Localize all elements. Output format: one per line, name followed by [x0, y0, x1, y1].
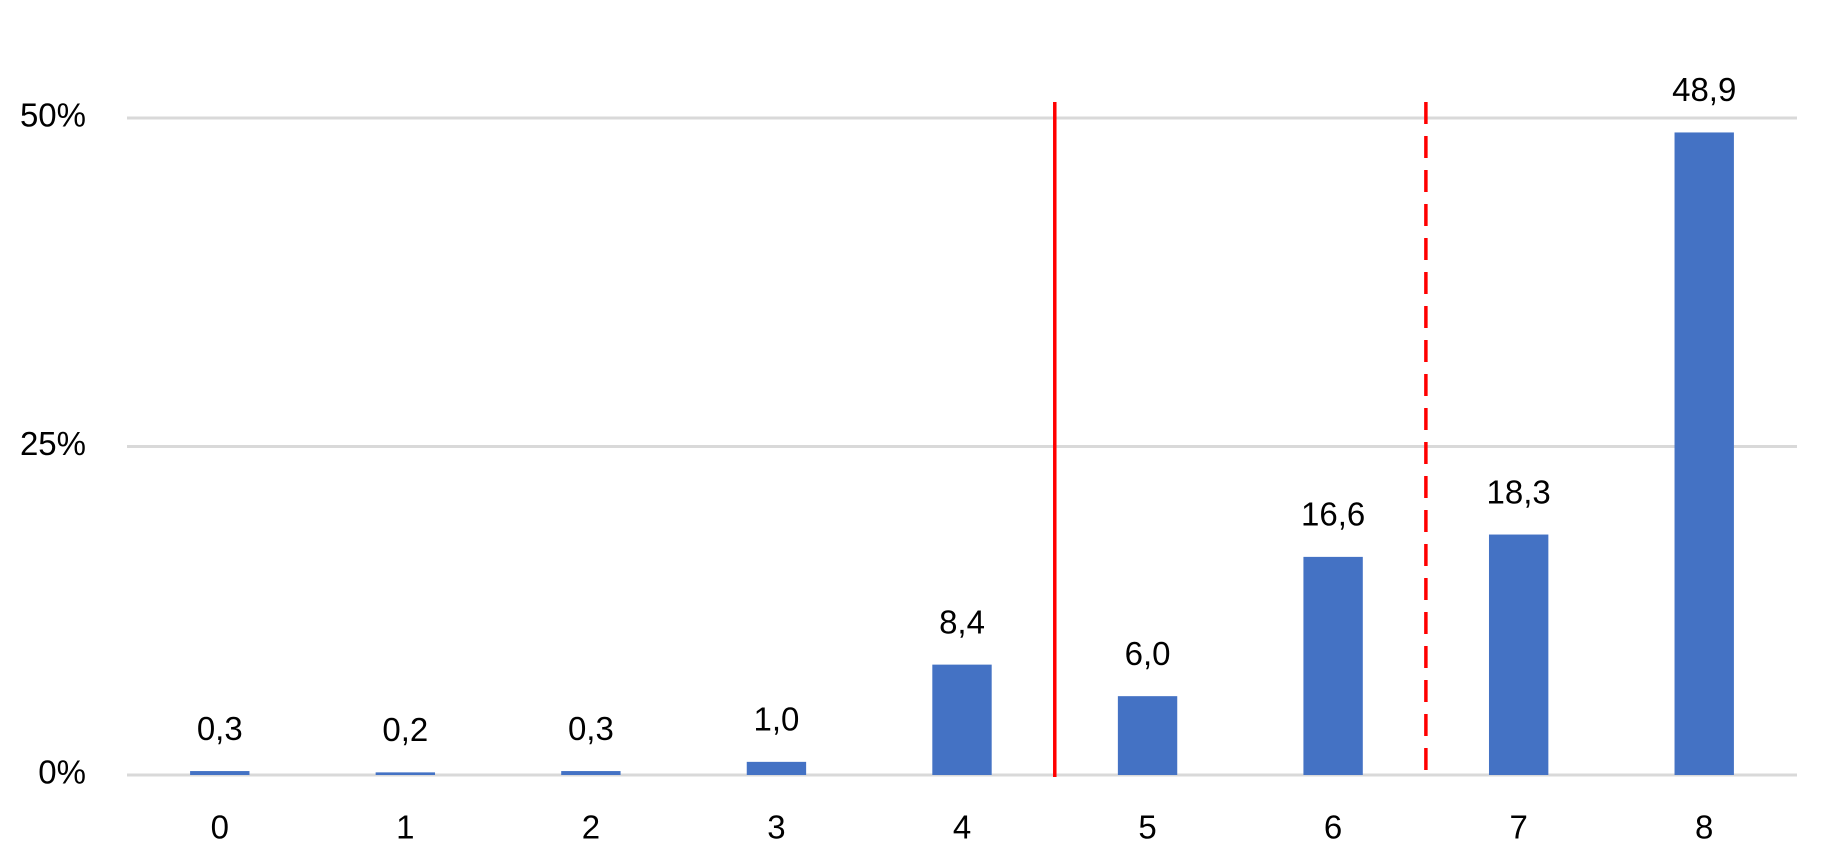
bar — [1488, 534, 1549, 775]
value-label: 48,9 — [1672, 71, 1736, 108]
x-tick-label: 1 — [396, 809, 414, 846]
bar — [190, 771, 250, 775]
y-tick-label: 50% — [20, 97, 86, 134]
x-tick-label: 2 — [582, 809, 600, 846]
value-label: 18,3 — [1487, 473, 1551, 510]
bar — [1303, 556, 1363, 775]
value-label: 0,3 — [568, 710, 614, 747]
x-tick-label: 3 — [767, 809, 785, 846]
y-tick-label: 0% — [38, 754, 86, 791]
bar — [1674, 132, 1734, 776]
bar — [375, 772, 436, 775]
x-tick-label: 8 — [1695, 809, 1713, 846]
x-tick-label: 7 — [1509, 809, 1527, 846]
x-tick-label: 6 — [1324, 809, 1342, 846]
bar — [561, 771, 621, 775]
x-tick-label: 5 — [1138, 809, 1156, 846]
value-label: 0,2 — [382, 711, 428, 748]
value-label: 8,4 — [939, 603, 985, 640]
value-label: 1,0 — [754, 701, 800, 738]
value-label: 0,3 — [197, 710, 243, 747]
x-tick-label: 0 — [211, 809, 229, 846]
value-label: 16,6 — [1301, 496, 1365, 533]
bar — [932, 664, 992, 775]
y-tick-label: 25% — [20, 425, 86, 462]
value-label: 6,0 — [1125, 635, 1171, 672]
bar — [1117, 696, 1178, 775]
bar — [746, 761, 807, 775]
x-tick-label: 4 — [953, 809, 971, 846]
